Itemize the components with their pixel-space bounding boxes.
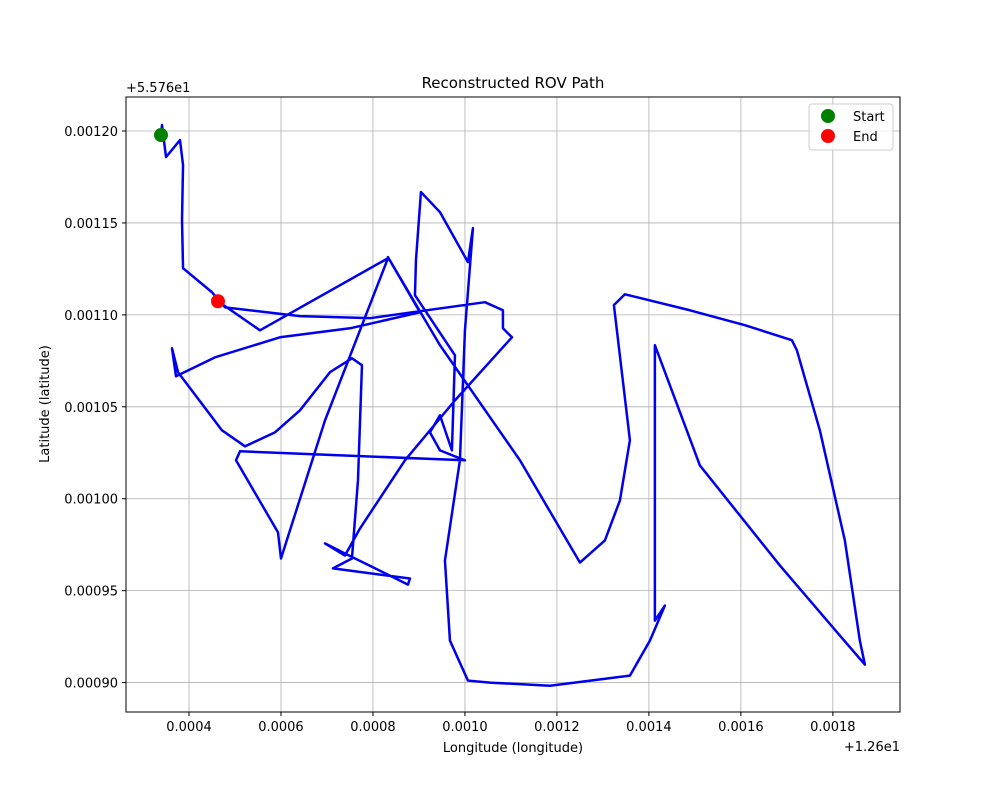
- y-tick-label: 0.00120: [64, 125, 118, 140]
- rov-path: [159, 123, 867, 687]
- y-tick-label: 0.00115: [64, 217, 118, 232]
- y-tick-label: 0.00090: [64, 677, 118, 692]
- x-offset: +1.26e1: [844, 740, 900, 755]
- y-offset: +5.576e1: [126, 81, 190, 96]
- chart-title: Reconstructed ROV Path: [422, 74, 605, 92]
- y-tick-label: 0.00110: [64, 309, 118, 324]
- y-tick-label: 0.00100: [64, 493, 118, 508]
- y-axis-label: Latitude (latitude): [38, 345, 53, 463]
- x-tick-label: 0.0006: [258, 720, 304, 735]
- legend-marker: [821, 109, 835, 123]
- plot-frame: [125, 96, 901, 713]
- x-axis-label: Longitude (longitude): [443, 741, 583, 756]
- legend-marker: [821, 129, 835, 143]
- y-tick-label: 0.00095: [64, 585, 118, 600]
- x-tick-label: 0.0012: [534, 720, 580, 735]
- y-tick-label: 0.00105: [64, 401, 118, 416]
- x-tick-label: 0.0008: [350, 720, 396, 735]
- x-tick-label: 0.0016: [718, 720, 764, 735]
- marker: [210, 294, 225, 309]
- x-tick-label: 0.0014: [626, 720, 672, 735]
- x-tick-label: 0.0004: [166, 720, 212, 735]
- x-tick-label: 0.0010: [442, 720, 488, 735]
- legend-label: Start: [853, 110, 885, 125]
- marker: [153, 128, 168, 143]
- legend-label: End: [853, 130, 878, 145]
- x-tick-label: 0.0018: [810, 720, 856, 735]
